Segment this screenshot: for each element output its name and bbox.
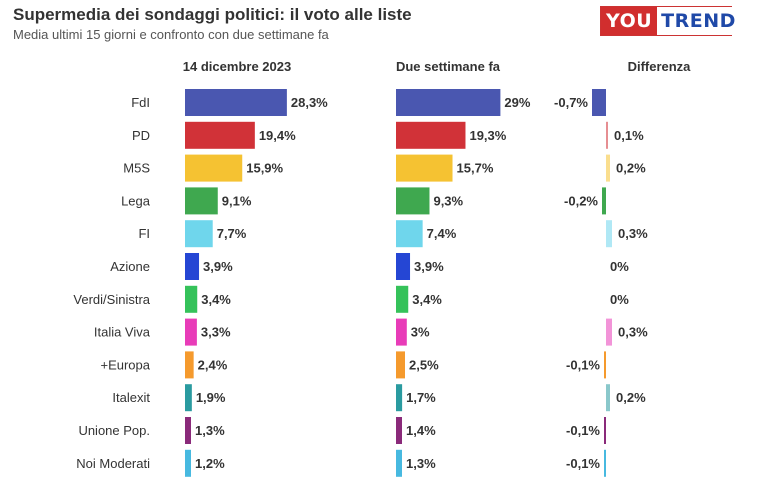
bar-difference [604,417,606,444]
bar-difference [604,351,606,379]
category-label: +Europa [100,357,150,372]
bar-previous-label: 2,5% [409,357,439,372]
bar-previous [396,417,402,444]
logo-trend-text: TREND [657,7,740,35]
bar-current-label: 3,4% [201,292,231,307]
bar-difference [602,187,606,215]
bar-difference-label: 0,3% [618,325,648,340]
bar-current-label: 1,2% [195,456,225,471]
bar-difference-label: 0,1% [614,128,644,143]
bar-previous [396,220,423,248]
bar-current [185,187,218,215]
bar-current [185,351,194,379]
bar-previous-label: 3,4% [412,292,442,307]
bar-previous [396,253,411,280]
bar-current [185,89,287,116]
bar-difference [606,384,610,412]
logo-you-text: YOU [601,7,658,35]
bar-current [185,154,243,182]
bar-current [185,121,255,149]
bar-difference-label: -0,1% [566,357,600,372]
bar-previous [396,285,409,313]
chart-title: Supermedia dei sondaggi politici: il vot… [13,5,412,24]
category-label: PD [132,128,150,143]
column-header-difference: Differenza [628,59,692,74]
bar-current [185,384,192,412]
bar-previous [396,121,466,149]
category-label: Noi Moderati [76,456,150,471]
category-label: Italexit [112,390,150,405]
category-label: Lega [121,193,151,208]
bar-difference [592,89,606,116]
bar-previous-label: 1,7% [406,390,436,405]
category-label: Verdi/Sinistra [73,292,150,307]
bar-previous-label: 15,7% [457,161,494,176]
bar-previous [396,351,405,379]
bar-difference-label: -0,1% [566,423,600,438]
bar-previous-label: 9,3% [433,193,463,208]
chart-subtitle: Media ultimi 15 giorni e confronto con d… [13,27,329,42]
bar-previous-label: 1,4% [406,423,436,438]
bar-current-label: 28,3% [291,95,328,110]
bar-difference-label: -0,1% [566,456,600,471]
bar-current-label: 1,9% [196,390,226,405]
bar-previous [396,384,403,412]
bar-difference-label: -0,2% [564,193,598,208]
bar-previous [396,318,407,346]
category-label: Azione [110,259,150,274]
bar-current [185,220,213,248]
category-label: FdI [131,95,150,110]
bar-current-label: 3,3% [201,325,231,340]
bar-difference [606,154,610,182]
bar-difference-label: 0,2% [616,390,646,405]
bar-current [185,417,191,444]
bar-previous-label: 7,4% [427,226,457,241]
bar-previous-label: 1,3% [406,456,436,471]
bar-current [185,285,198,313]
bar-current-label: 9,1% [222,193,252,208]
column-header-previous: Due settimane fa [396,59,501,74]
category-label: FI [138,226,150,241]
bar-difference [606,121,608,149]
bar-previous-label: 3,9% [414,259,444,274]
category-label: Unione Pop. [78,423,150,438]
bar-previous [396,187,430,215]
bar-current-label: 3,9% [203,259,233,274]
category-label: M5S [123,161,150,176]
bar-difference [606,318,612,346]
bar-current [185,253,200,280]
bar-current-label: 15,9% [246,161,283,176]
bar-previous-label: 19,3% [469,128,506,143]
youtrend-logo: YOU TREND [600,6,740,36]
bar-difference-label: 0% [610,292,629,307]
bar-previous-label: 3% [411,325,430,340]
bar-current [185,318,197,346]
bar-difference [604,449,606,477]
bar-difference-label: -0,7% [554,95,588,110]
bar-current-label: 7,7% [217,226,247,241]
category-label: Italia Viva [94,325,151,340]
bar-difference-label: 0% [610,259,629,274]
column-header-current: 14 dicembre 2023 [183,59,291,74]
bar-difference [606,220,612,248]
bar-difference-label: 0,2% [616,161,646,176]
bar-current-label: 2,4% [198,357,228,372]
bar-current-label: 19,4% [259,128,296,143]
bar-previous [396,449,402,477]
bar-difference-label: 0,3% [618,226,648,241]
bar-current [185,449,191,477]
bar-previous [396,89,501,116]
bar-previous [396,154,453,182]
bar-current-label: 1,3% [195,423,225,438]
bar-previous-label: 29% [504,95,530,110]
